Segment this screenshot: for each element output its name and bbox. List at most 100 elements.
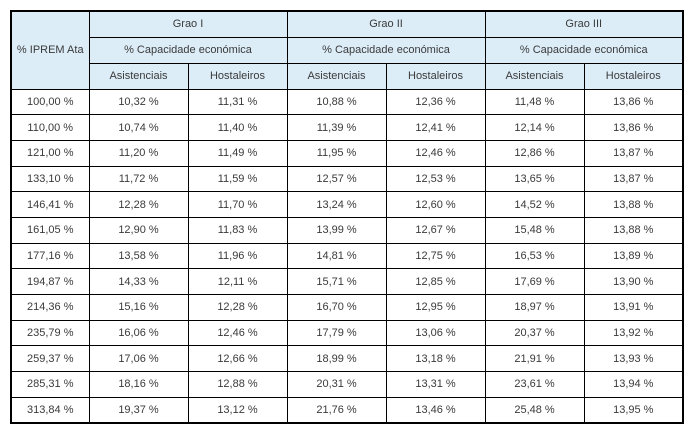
capacity-value-cell: 13,92 % bbox=[583, 319, 684, 347]
capacity-value-cell: 14,52 % bbox=[484, 191, 585, 218]
capacity-value-cell: 10,88 % bbox=[286, 88, 387, 116]
capacity-value-cell: 13,90 % bbox=[583, 268, 684, 295]
capacity-value-cell: 13,87 % bbox=[583, 139, 684, 167]
capacity-value-cell: 15,48 % bbox=[484, 216, 585, 244]
capacity-value-cell: 12,41 % bbox=[385, 114, 486, 141]
table-header: % IPREM Ata Grao I Grao II Grao III % Ca… bbox=[10, 10, 684, 90]
capacity-value-cell: 12,28 % bbox=[187, 294, 288, 321]
capacity-value-cell: 13,12 % bbox=[187, 396, 288, 424]
capacity-value-cell: 13,93 % bbox=[583, 345, 684, 373]
capacity-value-cell: 12,46 % bbox=[187, 319, 288, 347]
capacity-subheader-grao-ii: % Capacidade económica bbox=[286, 36, 486, 64]
col-header-hostaleiros-grao-i: Hostaleiros bbox=[187, 62, 288, 90]
capacity-value-cell: 13,86 % bbox=[583, 114, 684, 141]
iprem-value-cell: 161,05 % bbox=[10, 216, 90, 244]
table-row: 161,05 % 12,90 % 11,83 % 13,99 % 12,67 % 15,4… bbox=[10, 216, 684, 244]
col-header-hostaleiros-grao-iii: Hostaleiros bbox=[583, 62, 684, 90]
capacity-value-cell: 15,16 % bbox=[88, 294, 189, 321]
capacity-value-cell: 12,46 % bbox=[385, 139, 486, 167]
capacity-value-cell: 12,67 % bbox=[385, 216, 486, 244]
capacity-value-cell: 11,48 % bbox=[484, 88, 585, 116]
table-row: 100,00 % 10,32 % 11,31 % 10,88 % 12,36 % 11,4… bbox=[10, 88, 684, 116]
capacity-value-cell: 13,88 % bbox=[583, 216, 684, 244]
capacity-value-cell: 13,99 % bbox=[286, 216, 387, 244]
capacity-value-cell: 11,70 % bbox=[187, 191, 288, 218]
capacity-value-cell: 13,91 % bbox=[583, 294, 684, 321]
iprem-value-cell: 110,00 % bbox=[10, 114, 90, 141]
capacity-value-cell: 16,53 % bbox=[484, 242, 585, 270]
table-row: 110,00 % 10,74 % 11,40 % 11,39 % 12,41 % 12,1… bbox=[10, 114, 684, 141]
capacity-value-cell: 14,33 % bbox=[88, 268, 189, 295]
capacity-value-cell: 25,48 % bbox=[484, 396, 585, 424]
capacity-subheader-grao-i: % Capacidade económica bbox=[88, 36, 288, 64]
group-header-grao-ii: Grao II bbox=[286, 10, 486, 38]
capacity-value-cell: 12,90 % bbox=[88, 216, 189, 244]
capacity-value-cell: 13,58 % bbox=[88, 242, 189, 270]
capacity-value-cell: 12,85 % bbox=[385, 268, 486, 295]
iprem-value-cell: 133,10 % bbox=[10, 165, 90, 193]
col-header-hostaleiros-grao-ii: Hostaleiros bbox=[385, 62, 486, 90]
iprem-value-cell: 214,36 % bbox=[10, 294, 90, 321]
capacity-value-cell: 10,32 % bbox=[88, 88, 189, 116]
capacity-value-cell: 12,57 % bbox=[286, 165, 387, 193]
capacity-value-cell: 18,16 % bbox=[88, 371, 189, 398]
capacity-value-cell: 21,76 % bbox=[286, 396, 387, 424]
capacity-value-cell: 23,61 % bbox=[484, 371, 585, 398]
capacity-value-cell: 13,89 % bbox=[583, 242, 684, 270]
group-header-grao-i: Grao I bbox=[88, 10, 288, 38]
capacity-value-cell: 12,95 % bbox=[385, 294, 486, 321]
capacity-value-cell: 12,11 % bbox=[187, 268, 288, 295]
iprem-value-cell: 121,00 % bbox=[10, 139, 90, 167]
capacity-value-cell: 13,65 % bbox=[484, 165, 585, 193]
capacity-value-cell: 13,87 % bbox=[583, 165, 684, 193]
capacity-value-cell: 13,94 % bbox=[583, 371, 684, 398]
capacity-value-cell: 13,46 % bbox=[385, 396, 486, 424]
capacity-value-cell: 13,88 % bbox=[583, 191, 684, 218]
capacity-value-cell: 11,59 % bbox=[187, 165, 288, 193]
iprem-capacity-table: % IPREM Ata Grao I Grao II Grao III % Ca… bbox=[10, 10, 685, 424]
capacity-value-cell: 11,39 % bbox=[286, 114, 387, 141]
capacity-value-cell: 11,49 % bbox=[187, 139, 288, 167]
iprem-value-cell: 146,41 % bbox=[10, 191, 90, 218]
table-row: 121,00 % 11,20 % 11,49 % 11,95 % 12,46 % 12,8… bbox=[10, 139, 684, 167]
table-row: 133,10 % 11,72 % 11,59 % 12,57 % 12,53 % 13,6… bbox=[10, 165, 684, 193]
capacity-value-cell: 17,79 % bbox=[286, 319, 387, 347]
capacity-value-cell: 11,83 % bbox=[187, 216, 288, 244]
capacity-value-cell: 13,86 % bbox=[583, 88, 684, 116]
capacity-value-cell: 20,37 % bbox=[484, 319, 585, 347]
table-row: 235,79 % 16,06 % 12,46 % 17,79 % 13,06 % 20,3… bbox=[10, 319, 684, 347]
capacity-value-cell: 13,24 % bbox=[286, 191, 387, 218]
iprem-value-cell: 259,37 % bbox=[10, 345, 90, 373]
table-row: 285,31 % 18,16 % 12,88 % 20,31 % 13,31 % 23,6… bbox=[10, 371, 684, 398]
iprem-value-cell: 235,79 % bbox=[10, 319, 90, 347]
capacity-value-cell: 13,06 % bbox=[385, 319, 486, 347]
iprem-value-cell: 194,87 % bbox=[10, 268, 90, 295]
capacity-value-cell: 14,81 % bbox=[286, 242, 387, 270]
capacity-value-cell: 13,95 % bbox=[583, 396, 684, 424]
capacity-value-cell: 12,86 % bbox=[484, 139, 585, 167]
group-header-grao-iii: Grao III bbox=[484, 10, 684, 38]
iprem-value-cell: 313,84 % bbox=[10, 396, 90, 424]
capacity-value-cell: 18,99 % bbox=[286, 345, 387, 373]
table-row: 146,41 % 12,28 % 11,70 % 13,24 % 12,60 % 14,5… bbox=[10, 191, 684, 218]
capacity-value-cell: 12,28 % bbox=[88, 191, 189, 218]
capacity-value-cell: 12,88 % bbox=[187, 371, 288, 398]
capacity-value-cell: 19,37 % bbox=[88, 396, 189, 424]
table-row: 177,16 % 13,58 % 11,96 % 14,81 % 12,75 % 16,5… bbox=[10, 242, 684, 270]
capacity-value-cell: 20,31 % bbox=[286, 371, 387, 398]
capacity-value-cell: 12,36 % bbox=[385, 88, 486, 116]
iprem-value-cell: 100,00 % bbox=[10, 88, 90, 116]
capacity-value-cell: 12,53 % bbox=[385, 165, 486, 193]
col-header-asistenciais-grao-iii: Asistenciais bbox=[484, 62, 585, 90]
capacity-value-cell: 12,60 % bbox=[385, 191, 486, 218]
capacity-value-cell: 16,06 % bbox=[88, 319, 189, 347]
capacity-value-cell: 12,14 % bbox=[484, 114, 585, 141]
capacity-value-cell: 11,31 % bbox=[187, 88, 288, 116]
capacity-value-cell: 21,91 % bbox=[484, 345, 585, 373]
iprem-ata-header: % IPREM Ata bbox=[10, 10, 90, 90]
capacity-value-cell: 11,96 % bbox=[187, 242, 288, 270]
table-row: 259,37 % 17,06 % 12,66 % 18,99 % 13,18 % 21,9… bbox=[10, 345, 684, 373]
capacity-value-cell: 17,69 % bbox=[484, 268, 585, 295]
capacity-value-cell: 11,20 % bbox=[88, 139, 189, 167]
capacity-value-cell: 10,74 % bbox=[88, 114, 189, 141]
